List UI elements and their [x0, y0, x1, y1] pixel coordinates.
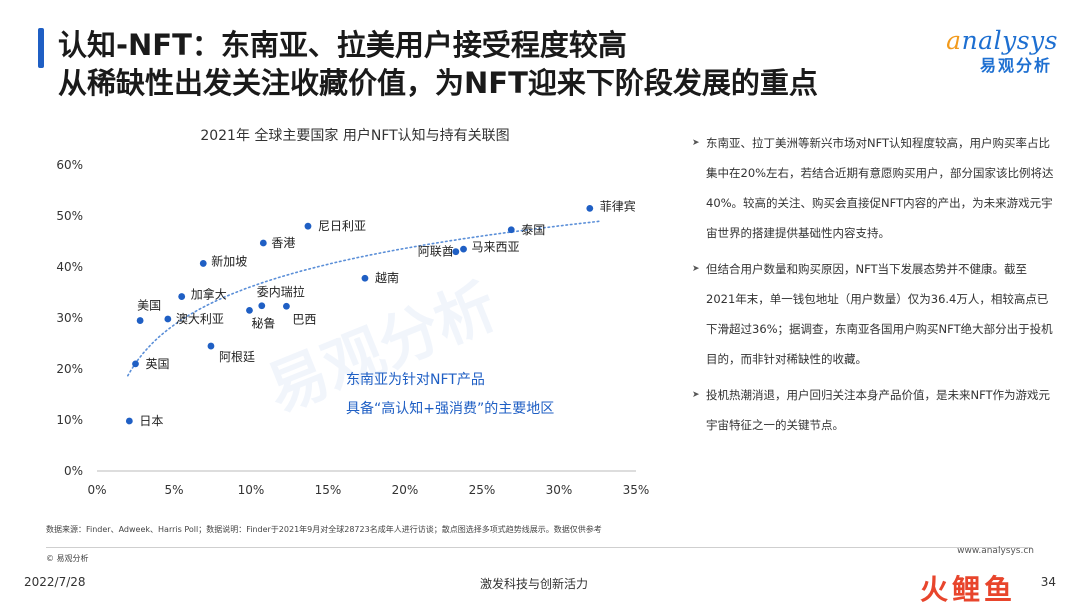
data-point — [259, 239, 267, 247]
data-point — [452, 248, 460, 256]
data-point-label: 菲律宾 — [600, 198, 636, 213]
chart-title: 2021年 全球主要国家 用户NFT认知与持有关联图 — [200, 128, 510, 144]
data-point-label: 加拿大 — [191, 287, 227, 302]
data-point-label: 越南 — [375, 270, 399, 285]
data-point — [507, 226, 515, 234]
data-point-label: 阿联酋 — [418, 244, 454, 259]
page-number: 34 — [1040, 575, 1056, 589]
data-point-label: 日本 — [139, 414, 163, 428]
data-point-label: 秘鲁 — [251, 316, 275, 330]
x-tick-label: 30% — [546, 483, 573, 497]
chart-annotation-line1: 东南亚为针对NFT产品 — [346, 372, 485, 388]
y-tick-label: 60% — [56, 158, 83, 172]
logo-cn: 易观分析 — [979, 56, 1052, 75]
data-point-label: 阿根廷 — [219, 350, 255, 364]
data-point-label: 委内瑞拉 — [257, 284, 305, 299]
data-point-label: 尼日利亚 — [318, 219, 366, 233]
footer-slogan: 激发科技与创新活力 — [480, 577, 589, 591]
data-point — [460, 245, 467, 253]
y-tick-label: 10% — [56, 413, 83, 427]
data-point — [283, 302, 290, 310]
data-point-label: 泰国 — [521, 223, 545, 237]
data-point — [178, 293, 186, 300]
x-tick-label: 35% — [623, 483, 650, 497]
data-point — [199, 260, 207, 267]
brand-watermark-logo: 火鲤鱼 — [920, 573, 1017, 606]
data-point — [164, 315, 172, 323]
y-tick-label: 30% — [56, 311, 83, 325]
y-tick-label: 50% — [56, 209, 83, 223]
analysys-logo: analysys 易观分析 — [946, 26, 1058, 76]
scatter-chart: 0% 5% 10% 15% 20% 25% 30% 35% 0% 10% 20% 30% 40% 50% 6… — [56, 158, 650, 497]
website-link[interactable]: www.analysys.cn — [957, 546, 1034, 556]
data-point-label: 新加坡 — [211, 253, 247, 268]
x-tick-label: 15% — [315, 483, 342, 497]
logo-en: analysys — [946, 26, 1058, 55]
data-point — [361, 274, 369, 282]
data-point — [136, 317, 144, 324]
trendline — [127, 220, 600, 377]
x-tick-label: 20% — [392, 483, 419, 497]
insight-item-1: 东南亚、拉丁美洲等新兴市场对NFT认知程度较高，用户购买率占比集中在20%左右，… — [692, 128, 1054, 248]
data-point — [304, 222, 312, 230]
insight-item-2: 但结合用户数量和购买原因，NFT当下发展态势并不健康。截至2021年末，单一钱包… — [692, 254, 1054, 374]
x-tick-label: 0% — [87, 483, 106, 497]
data-point-label: 英国 — [146, 357, 170, 371]
copyright: © 易观分析 — [46, 554, 89, 563]
data-point — [258, 302, 266, 310]
insight-item-3: 投机热潮消退，用户回归关注本身产品价值，是未来NFT作为游戏元宇宙特征之一的关键… — [692, 380, 1054, 440]
data-point — [586, 204, 594, 212]
chart-annotation: 东南亚为针对NFT产品 具备“高认知+强消费”的主要地区 — [346, 366, 554, 424]
data-point-label: 巴西 — [292, 312, 316, 326]
data-source-note: 数据来源：Finder、Adweek、Harris Poll；数据说明：Find… — [46, 525, 602, 534]
insight-list: 东南亚、拉丁美洲等新兴市场对NFT认知程度较高，用户购买率占比集中在20%左右，… — [692, 128, 1054, 446]
y-tick-label: 40% — [56, 260, 83, 274]
footer-divider — [46, 547, 1032, 548]
data-point-label: 澳大利亚 — [176, 312, 224, 326]
data-point-label: 香港 — [271, 236, 295, 250]
data-point-label: 美国 — [137, 299, 161, 313]
x-tick-label: 5% — [164, 483, 183, 497]
logo-en-rest: nalysys — [961, 26, 1058, 55]
data-point — [246, 306, 253, 314]
page-title-line1: 认知-NFT：东南亚、拉美用户接受程度较高 — [58, 28, 627, 62]
y-tick-label: 0% — [64, 464, 83, 478]
data-point — [125, 417, 133, 425]
y-tick-label: 20% — [56, 362, 83, 376]
x-tick-label: 10% — [238, 483, 265, 497]
report-date: 2022/7/28 — [24, 575, 86, 589]
data-point — [207, 342, 215, 350]
page-title: 认知-NFT：东南亚、拉美用户接受程度较高 从稀缺性出发关注收藏价值，为NFT迎… — [58, 26, 818, 102]
data-point-label: 马来西亚 — [472, 240, 520, 254]
title-accent-bar — [38, 28, 44, 68]
logo-en-first: a — [946, 26, 962, 55]
x-tick-label: 25% — [469, 483, 496, 497]
page-title-line2: 从稀缺性出发关注收藏价值，为NFT迎来下阶段发展的重点 — [58, 66, 818, 100]
chart-annotation-line2: 具备“高认知+强消费”的主要地区 — [346, 401, 555, 417]
data-point — [132, 360, 139, 368]
